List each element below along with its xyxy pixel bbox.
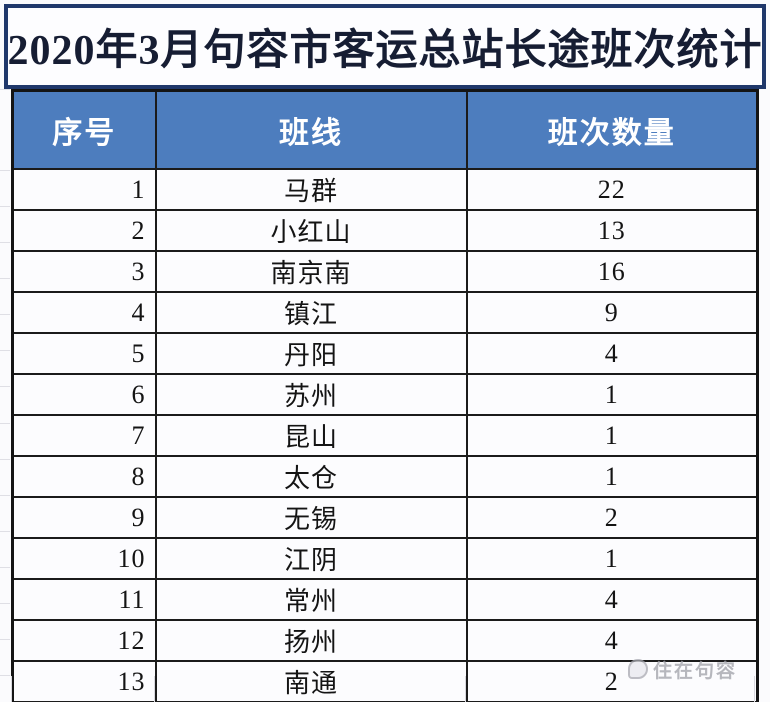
table-row: 2 小红山 13 — [11, 209, 759, 252]
margin-gridline — [0, 89, 10, 90]
margin-gridline — [11, 676, 12, 702]
table-row: 3 南京南 16 — [11, 250, 759, 293]
cell-count: 1 — [465, 414, 759, 457]
cell-route: 马群 — [154, 168, 468, 211]
margin-gridline — [0, 603, 10, 604]
cell-index: 10 — [11, 537, 157, 580]
cell-index: 1 — [11, 168, 157, 211]
cell-count: 4 — [465, 578, 759, 621]
margin-gridline — [0, 531, 10, 532]
table-row: 6 苏州 1 — [11, 373, 759, 416]
margin-gridline — [465, 676, 466, 702]
cell-index: 12 — [11, 619, 157, 662]
table-row: 12 扬州 4 — [11, 619, 759, 662]
cell-index: 9 — [11, 496, 157, 539]
watermark: 住在句容 — [628, 655, 737, 683]
margin-gridline — [0, 314, 10, 315]
cell-count: 16 — [465, 250, 759, 293]
cell-route: 南京南 — [154, 250, 468, 293]
margin-gridline — [0, 567, 10, 568]
margin-gridline — [154, 676, 155, 702]
cell-index: 5 — [11, 332, 157, 375]
cell-count: 9 — [465, 291, 759, 334]
margin-gridline — [0, 350, 10, 351]
title-block: 2020年3月句容市客运总站长途班次统计 — [4, 4, 766, 89]
table-row: 1 马群 22 — [11, 168, 759, 211]
table-row: 13 南通 2 — [11, 660, 759, 702]
margin-gridline — [0, 242, 10, 243]
table-row: 5 丹阳 4 — [11, 332, 759, 375]
cell-count: 2 — [465, 660, 759, 702]
margin-gridline — [0, 495, 10, 496]
margin-gridline — [0, 423, 10, 424]
table-row: 10 江阴 1 — [11, 537, 759, 580]
table-row: 11 常州 4 — [11, 578, 759, 621]
margin-gridline — [0, 206, 10, 207]
column-header-count: 班次数量 — [465, 89, 759, 170]
cell-route: 丹阳 — [154, 332, 468, 375]
cell-index: 6 — [11, 373, 157, 416]
cell-route: 无锡 — [154, 496, 468, 539]
cell-count: 1 — [465, 373, 759, 416]
cell-index: 7 — [11, 414, 157, 457]
margin-gridline — [0, 639, 10, 640]
cell-route: 南通 — [154, 660, 468, 702]
cell-index: 4 — [11, 291, 157, 334]
cell-route: 常州 — [154, 578, 468, 621]
watermark-text: 住在句容 — [653, 660, 738, 682]
cell-index: 2 — [11, 209, 157, 252]
table-body: 1 马群 22 2 小红山 13 3 南京南 16 4 镇江 9 5 丹阳 4 6 苏州 1 7 昆山 1 8 太仓 1 9 无锡… — [11, 168, 759, 702]
table-row: 8 太仓 1 — [11, 455, 759, 498]
column-header-index: 序号 — [11, 89, 157, 170]
table-header-row: 序号 班线 班次数量 — [11, 89, 759, 170]
table-row: 4 镇江 9 — [11, 291, 759, 334]
cell-route: 昆山 — [154, 414, 468, 457]
table-row: 7 昆山 1 — [11, 414, 759, 457]
cell-count: 1 — [465, 537, 759, 580]
cell-route: 太仓 — [154, 455, 468, 498]
cell-count: 22 — [465, 168, 759, 211]
cell-index: 8 — [11, 455, 157, 498]
page-title: 2020年3月句容市客运总站长途班次统计 — [7, 28, 763, 74]
cell-route: 江阴 — [154, 537, 468, 580]
margin-gridline — [754, 676, 755, 702]
cell-count: 1 — [465, 455, 759, 498]
cell-route: 镇江 — [154, 291, 468, 334]
margin-gridline — [0, 675, 10, 676]
margin-gridline — [0, 459, 10, 460]
cell-count: 13 — [465, 209, 759, 252]
column-header-route: 班线 — [154, 89, 468, 170]
table-row: 9 无锡 2 — [11, 496, 759, 539]
cell-count: 2 — [465, 496, 759, 539]
cell-route: 扬州 — [154, 619, 468, 662]
cell-index: 13 — [11, 660, 157, 702]
cell-route: 苏州 — [154, 373, 468, 416]
cell-route: 小红山 — [154, 209, 468, 252]
cell-index: 11 — [11, 578, 157, 621]
cell-count: 4 — [465, 619, 759, 662]
cell-index: 3 — [11, 250, 157, 293]
watermark-logo-icon — [628, 659, 648, 679]
schedule-table: 序号 班线 班次数量 1 马群 22 2 小红山 13 3 南京南 16 4 镇江 9 5 丹阳 4 6 苏州 1… — [11, 89, 759, 702]
margin-gridline — [0, 170, 10, 171]
margin-gridline — [0, 386, 10, 387]
margin-gridline — [0, 278, 10, 279]
cell-count: 4 — [465, 332, 759, 375]
